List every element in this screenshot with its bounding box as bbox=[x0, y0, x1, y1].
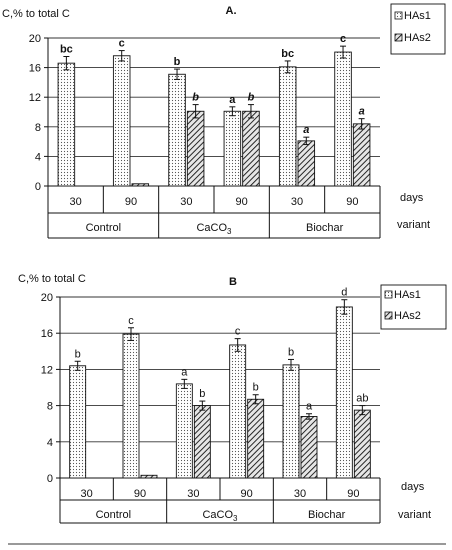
chart-b-legend-label-has1: HAs1 bbox=[394, 289, 421, 301]
chart-a-variant-label: Biochar bbox=[306, 222, 344, 234]
chart-a-bar-has2 bbox=[352, 123, 371, 187]
chart-b-ytick-label: 8 bbox=[47, 401, 53, 413]
chart-a-day-label: 30 bbox=[180, 196, 192, 208]
chart-b-ytick-label: 4 bbox=[47, 437, 53, 449]
chart-b-legend-label-has2: HAs2 bbox=[394, 310, 421, 322]
chart-a-ytick-label: 8 bbox=[35, 122, 41, 134]
chart-a-legend-label-has2: HAs2 bbox=[404, 32, 431, 44]
chart-b-variant-label: Biochar bbox=[308, 509, 346, 521]
chart-b-significance-letter: b bbox=[253, 382, 259, 394]
chart-b-ytick-label: 16 bbox=[41, 328, 53, 340]
chart-b-day-label: 90 bbox=[241, 488, 253, 500]
chart-a-variant-label: Control bbox=[86, 222, 121, 234]
chart-a: A. C,% to total C 0 4 8 12 16 20 30 90 30 90 30 90 Con… bbox=[2, 3, 446, 239]
chart-a-ytick-label: 16 bbox=[29, 63, 41, 75]
chart-b-bar-has1 bbox=[282, 364, 300, 479]
chart-b-day-label: 30 bbox=[187, 488, 199, 500]
chart-a-bar-has1 bbox=[223, 110, 242, 187]
chart-b-bar-has2 bbox=[193, 405, 211, 479]
chart-a-panel-label: A. bbox=[226, 5, 237, 17]
chart-b-day-label: 90 bbox=[134, 488, 146, 500]
chart-b-significance-letter: a bbox=[181, 366, 188, 378]
chart-a-ylabel: C,% to total C bbox=[2, 8, 70, 20]
chart-a-significance-letter: c bbox=[340, 33, 346, 45]
chart-b-significance-letter: a bbox=[306, 401, 313, 413]
chart-b-legend-swatch-has1 bbox=[384, 290, 393, 299]
chart-b-ytick-label: 12 bbox=[41, 364, 53, 376]
chart-a-significance-letter: b bbox=[192, 92, 199, 104]
chart-b-variant-row-label: variant bbox=[398, 509, 431, 521]
chart-b-legend-swatch-has2 bbox=[384, 311, 393, 320]
chart-a-significance-letter: a bbox=[303, 124, 309, 136]
chart-a-bar-has1 bbox=[168, 73, 186, 187]
chart-a-ytick-label: 20 bbox=[29, 33, 41, 45]
chart-b-significance-letter: b bbox=[288, 346, 294, 358]
chart-a-variant-row-label: variant bbox=[397, 219, 430, 231]
chart-a-day-label: 30 bbox=[291, 196, 303, 208]
chart-a-bar-has1 bbox=[278, 66, 297, 187]
chart-b-bar-has2 bbox=[247, 398, 265, 479]
chart-b-ylabel: C,% to total C bbox=[18, 273, 86, 285]
chart-b-day-label: 30 bbox=[294, 488, 306, 500]
chart-a-significance-letter: a bbox=[359, 106, 365, 118]
chart-a-bar-has1 bbox=[112, 55, 131, 187]
chart-a-significance-letter: c bbox=[119, 38, 125, 50]
chart-b-variant-label: CaCO3 bbox=[202, 509, 238, 523]
chart-b-significance-letter: d bbox=[341, 287, 347, 299]
chart-a-significance-letter: a bbox=[229, 94, 236, 106]
chart-a-bar-has2 bbox=[131, 183, 150, 187]
chart-a-ytick-label: 4 bbox=[35, 151, 41, 163]
chart-b-variant-label: Control bbox=[96, 509, 131, 521]
chart-b-day-label: 90 bbox=[347, 488, 359, 500]
chart-b-bar-has1 bbox=[175, 383, 193, 479]
chart-b-bar-has2 bbox=[300, 416, 318, 479]
chart-a-legend-swatch-has1 bbox=[394, 11, 403, 20]
chart-a-bar-has1 bbox=[334, 51, 352, 187]
chart-b-significance-letter: c bbox=[235, 326, 241, 338]
chart-a-ytick-label: 0 bbox=[35, 181, 41, 193]
chart-b-day-label: 30 bbox=[81, 488, 93, 500]
chart-a-days-row-label: days bbox=[400, 192, 424, 204]
chart-a-legend-swatch-has2 bbox=[394, 33, 403, 42]
chart-a-bar-has2 bbox=[242, 110, 260, 187]
chart-b-bar-has2 bbox=[353, 409, 371, 479]
chart-a-variant-label: CaCO3 bbox=[196, 222, 232, 236]
chart-a-day-label: 30 bbox=[70, 196, 82, 208]
chart-a-significance-letter: b bbox=[174, 56, 181, 68]
chart-a-legend-label-has1: HAs1 bbox=[404, 10, 431, 22]
chart-a-bar-has1 bbox=[57, 62, 76, 187]
chart-b-significance-letter: b bbox=[75, 348, 81, 360]
chart-a-significance-letter: bc bbox=[60, 44, 73, 56]
chart-b-significance-letter: b bbox=[199, 388, 205, 400]
chart-b-bar-has1 bbox=[69, 365, 87, 479]
chart-a-day-label: 90 bbox=[236, 196, 248, 208]
chart-b-ytick-label: 20 bbox=[41, 292, 53, 304]
chart-b-significance-letter: ab bbox=[356, 393, 368, 405]
chart-a-bar-has2 bbox=[186, 110, 205, 187]
chart-a-day-label: 90 bbox=[125, 196, 137, 208]
chart-b-days-row-label: days bbox=[401, 481, 425, 493]
chart-a-bar-has2 bbox=[297, 140, 316, 187]
chart-b-bar-has1 bbox=[335, 306, 353, 479]
chart-a-ytick-label: 12 bbox=[29, 92, 41, 104]
chart-a-significance-letter: b bbox=[248, 92, 255, 104]
chart-b-bar-has1 bbox=[229, 344, 247, 479]
chart-b-panel-label: B bbox=[229, 276, 237, 288]
chart-b-ytick-label: 0 bbox=[47, 473, 53, 485]
chart-b-bar-has2 bbox=[140, 474, 158, 479]
chart-a-significance-letter: bc bbox=[281, 48, 294, 60]
chart-b-significance-letter: c bbox=[128, 315, 134, 327]
chart-b-bar-has1 bbox=[122, 333, 140, 479]
chart-a-day-label: 90 bbox=[346, 196, 358, 208]
